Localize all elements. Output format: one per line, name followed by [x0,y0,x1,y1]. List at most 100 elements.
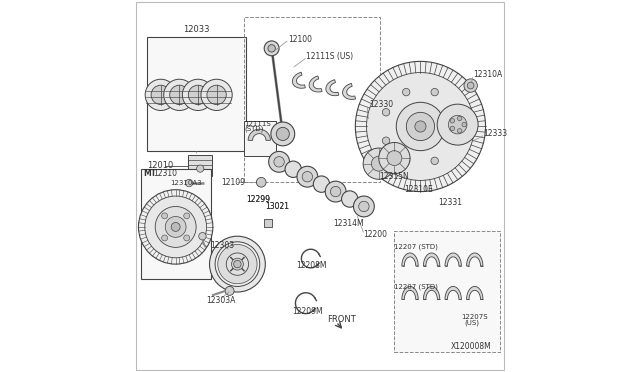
Circle shape [268,45,275,52]
Circle shape [406,112,435,141]
Text: 12207 (STD): 12207 (STD) [394,283,438,290]
Circle shape [462,122,467,127]
Circle shape [276,127,289,141]
Bar [147,37,246,151]
Text: 12208M: 12208M [296,262,327,270]
Text: 12299: 12299 [246,195,270,203]
Circle shape [172,222,180,231]
Circle shape [458,116,462,121]
Circle shape [431,157,438,164]
Circle shape [184,213,189,219]
Text: 12111S: 12111S [244,121,271,127]
Text: 12207S: 12207S [461,314,488,320]
Text: 12207 (STD): 12207 (STD) [394,243,438,250]
Bar [244,121,276,156]
Polygon shape [467,253,483,266]
Text: 12315N: 12315N [380,172,409,181]
Bar [264,219,272,227]
Circle shape [218,244,257,284]
Circle shape [184,235,189,241]
Text: 12333: 12333 [484,129,508,138]
Text: (US): (US) [465,319,479,326]
Circle shape [188,85,207,105]
Circle shape [170,85,189,105]
Polygon shape [424,253,440,266]
Text: 12310A: 12310A [474,70,503,79]
Circle shape [382,137,390,144]
Circle shape [186,179,193,187]
Circle shape [403,157,410,164]
Text: 12303A: 12303A [207,296,236,305]
Circle shape [156,206,196,247]
Polygon shape [402,286,418,299]
Text: 12209M: 12209M [292,307,323,316]
Bar [435,102,448,109]
Text: X120008M: X120008M [451,342,492,351]
Bar [188,155,212,176]
Text: (STD): (STD) [244,125,264,132]
Polygon shape [326,80,339,96]
Text: 12310: 12310 [154,169,177,178]
Circle shape [285,161,301,177]
Text: 12109: 12109 [221,178,245,187]
Circle shape [164,79,195,110]
Bar [393,144,406,151]
Text: 12100: 12100 [289,35,312,44]
Circle shape [437,104,478,145]
Circle shape [363,148,394,179]
Polygon shape [292,72,305,88]
Circle shape [215,242,260,286]
Circle shape [451,109,458,116]
Text: 12111S (US): 12111S (US) [306,52,353,61]
Circle shape [379,142,410,174]
Circle shape [145,79,177,110]
Circle shape [271,122,294,146]
Circle shape [145,196,207,258]
Circle shape [182,79,214,110]
Text: 13021: 13021 [266,202,290,211]
Text: 12200: 12200 [364,230,388,239]
Circle shape [201,79,232,110]
Circle shape [165,217,186,237]
Text: FRONT: FRONT [326,315,355,324]
Circle shape [387,151,402,166]
Text: 13021: 13021 [266,202,290,211]
Circle shape [464,79,477,92]
Circle shape [162,235,168,241]
Circle shape [274,157,284,167]
Text: 12331: 12331 [438,198,462,207]
Text: 12010: 12010 [147,161,173,170]
Circle shape [162,213,168,219]
Circle shape [451,137,458,144]
Circle shape [138,190,213,264]
Bar [244,17,380,182]
Bar [393,102,406,109]
Polygon shape [445,286,461,299]
Circle shape [207,85,227,105]
Circle shape [325,181,346,202]
Circle shape [151,85,170,105]
Circle shape [458,129,462,133]
Circle shape [297,166,318,187]
Circle shape [358,201,369,212]
Circle shape [382,109,390,116]
Circle shape [227,253,248,275]
Circle shape [330,186,341,197]
Text: 12314M: 12314M [333,219,364,228]
Text: 12299: 12299 [246,195,270,203]
Circle shape [225,286,234,295]
Circle shape [403,89,410,96]
Circle shape [342,191,358,207]
Polygon shape [309,76,322,92]
Circle shape [209,236,266,292]
Circle shape [431,89,438,96]
Text: 12310A3: 12310A3 [170,180,202,186]
Text: 12310E: 12310E [404,185,433,194]
Text: MT: MT [143,169,156,178]
Circle shape [232,258,243,270]
Polygon shape [445,253,461,266]
Bar [141,169,211,279]
Circle shape [371,156,386,171]
Circle shape [449,115,467,134]
Circle shape [196,165,204,172]
